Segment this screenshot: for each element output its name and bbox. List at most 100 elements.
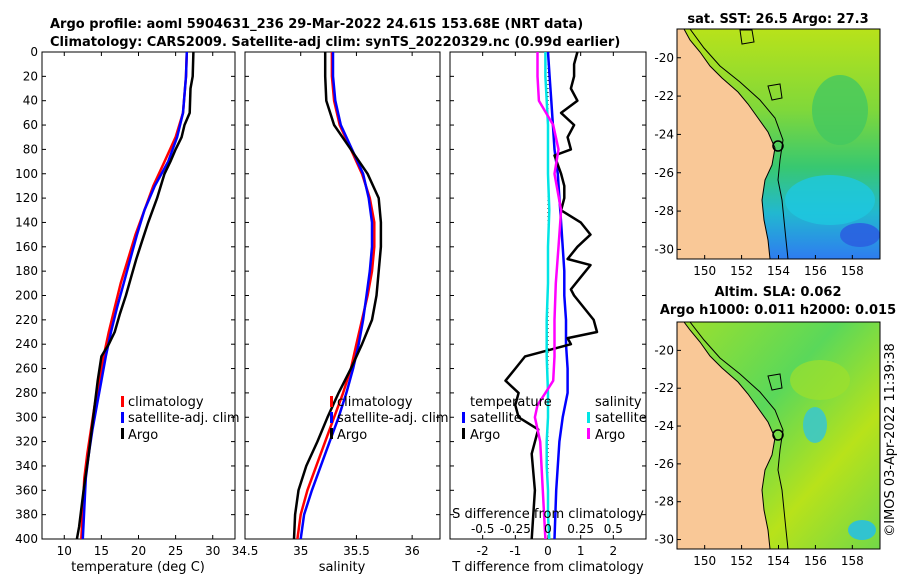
sla-mid-patch — [790, 360, 850, 400]
sla-low-patch-2 — [848, 520, 876, 540]
legend-title-salinity: salinity — [595, 395, 642, 410]
x-tick-label: 34.5 — [232, 544, 259, 558]
depth-tick-label: 320 — [15, 435, 38, 449]
temperature-lines — [75, 52, 195, 539]
map-lon-label: 158 — [841, 264, 864, 278]
x-tick-label: 1 — [577, 544, 585, 558]
map-lat-label: -30 — [654, 533, 674, 547]
map-lat-label: -22 — [654, 381, 674, 395]
sst-map-ticks: 150 152 154 156 158 -20 -22 -24 -26 -28 -30 — [654, 51, 863, 278]
map-lat-label: -28 — [654, 204, 674, 218]
temperature-axes-box — [41, 51, 236, 540]
salinity-diff-tick-label: -0.25 — [500, 522, 531, 536]
series-line-argo — [75, 52, 195, 539]
legend-swatch-s-satellite — [587, 412, 590, 423]
x-tick-label: 25 — [168, 544, 183, 558]
legend-swatch-climatology — [330, 396, 333, 407]
series-line-argo — [292, 52, 383, 539]
depth-tick-label: 300 — [15, 410, 38, 424]
x-tick-label: 35.5 — [343, 544, 370, 558]
sla-map-title-2: Argo h1000: 0.011 h2000: 0.015 — [660, 303, 896, 318]
map-lat-label: -30 — [654, 242, 674, 256]
salinity-lines — [292, 52, 383, 539]
salinity-diff-tick-label: 0.25 — [567, 522, 594, 536]
bathymetry-contour — [689, 322, 789, 549]
map-lat-label: -24 — [654, 419, 674, 433]
salinity-x-ticks: 34.5 35 35.5 36 — [232, 52, 420, 558]
temperature-x-ticks: 10 15 20 25 30 — [57, 52, 220, 558]
legend-label-climatology: climatology — [337, 395, 413, 410]
legend-swatch-s-argo — [587, 428, 590, 439]
series-line-satellite-adj-clim — [299, 52, 374, 539]
sst-deep-patch — [840, 223, 880, 247]
map-lat-label: -20 — [654, 343, 674, 357]
depth-tick-label: 280 — [15, 386, 38, 400]
x-tick-label: 15 — [94, 544, 109, 558]
difference-y-ticks — [450, 51, 646, 540]
legend-swatch-t-satellite — [462, 412, 465, 423]
depth-tick-label: 380 — [15, 508, 38, 522]
depth-tick-label: 120 — [15, 191, 38, 205]
salinity-diff-tick-label: -0.5 — [471, 522, 494, 536]
legend-swatch-satellite — [121, 412, 124, 423]
x-tick-label: -2 — [477, 544, 489, 558]
series-line-s-argo — [533, 52, 563, 539]
map-lon-label: 154 — [767, 264, 790, 278]
sst-map: 150 152 154 156 158 -20 -22 -24 -26 -28 -30 — [654, 28, 881, 278]
sst-cool-patch — [785, 175, 875, 225]
salinity-legend: climatology satellite-adj. clim Argo — [330, 395, 449, 443]
depth-tick-label: 140 — [15, 215, 38, 229]
x-tick-label: 0 — [544, 544, 552, 558]
legend-label-argo: Argo — [337, 428, 367, 443]
depth-tick-label: 340 — [15, 459, 38, 473]
salinity-difference-ticks: -0.5 -0.25 0 0.25 0.5 — [471, 522, 623, 536]
reef-outline — [767, 373, 783, 391]
series-line-s-satellite — [544, 52, 551, 539]
legend-swatch-argo — [121, 428, 124, 439]
depth-tick-label: 200 — [15, 289, 38, 303]
legend-swatch-argo — [330, 428, 333, 439]
map-lon-label: 158 — [841, 554, 864, 568]
map-lon-label: 152 — [730, 554, 753, 568]
x-tick-label: 36 — [405, 544, 420, 558]
salinity-panel: 34.5 35 35.5 36 salinity climatology satell… — [232, 51, 449, 575]
salinity-xlabel: salinity — [319, 560, 366, 575]
difference-xlabel: T difference from climatology — [451, 560, 644, 575]
depth-tick-label: 220 — [15, 313, 38, 327]
legend-swatch-climatology — [121, 396, 124, 407]
map-lat-label: -28 — [654, 495, 674, 509]
reef-outline-2 — [739, 29, 755, 45]
bathymetry-contour — [689, 29, 789, 259]
legend-label-s-argo: Argo — [595, 428, 625, 443]
map-lat-label: -20 — [654, 51, 674, 65]
depth-tick-label: 160 — [15, 240, 38, 254]
salinity-diff-tick-label: 0.5 — [604, 522, 623, 536]
x-tick-label: -1 — [509, 544, 521, 558]
x-tick-label: 35 — [293, 544, 308, 558]
map-lat-label: -26 — [654, 166, 674, 180]
map-lon-label: 150 — [693, 554, 716, 568]
temperature-panel: 0 20 40 60 80 100 120 140 160 180 200 220 240 260 280 3… — [15, 45, 240, 575]
legend-label-climatology: climatology — [128, 395, 204, 410]
legend-label-t-satellite: satellite — [470, 411, 522, 426]
depth-tick-label: 60 — [23, 118, 38, 132]
legend-label-satellite: satellite-adj. clim — [128, 411, 240, 426]
depth-tick-label: 360 — [15, 483, 38, 497]
sla-map-ticks: 150 152 154 156 158 -20 -22 -24 -26 -28 -30 — [654, 343, 863, 568]
sla-map-title-1: Altim. SLA: 0.062 — [715, 285, 842, 300]
title-line-1: Argo profile: aoml 5904631_236 29-Mar-20… — [50, 17, 583, 32]
argo-position-marker — [772, 140, 784, 152]
depth-tick-label: 100 — [15, 167, 38, 181]
land-mass — [677, 29, 776, 259]
legend-title-temperature: temperature — [470, 395, 552, 410]
temperature-legend: climatology satellite-adj. clim Argo — [121, 395, 240, 443]
argo-position-marker — [772, 429, 784, 441]
depth-tick-labels: 0 20 40 60 80 100 120 140 160 180 200 220 240 260 280 3… — [15, 45, 235, 546]
difference-panel: -2 -1 0 1 2 T difference from climatology S … — [449, 51, 647, 575]
x-tick-label: 30 — [205, 544, 220, 558]
legend-swatch-t-argo — [462, 428, 465, 439]
sst-map-title: sat. SST: 26.5 Argo: 27.3 — [687, 12, 868, 27]
depth-tick-label: 0 — [30, 45, 38, 59]
temperature-xlabel: temperature (deg C) — [71, 560, 205, 575]
